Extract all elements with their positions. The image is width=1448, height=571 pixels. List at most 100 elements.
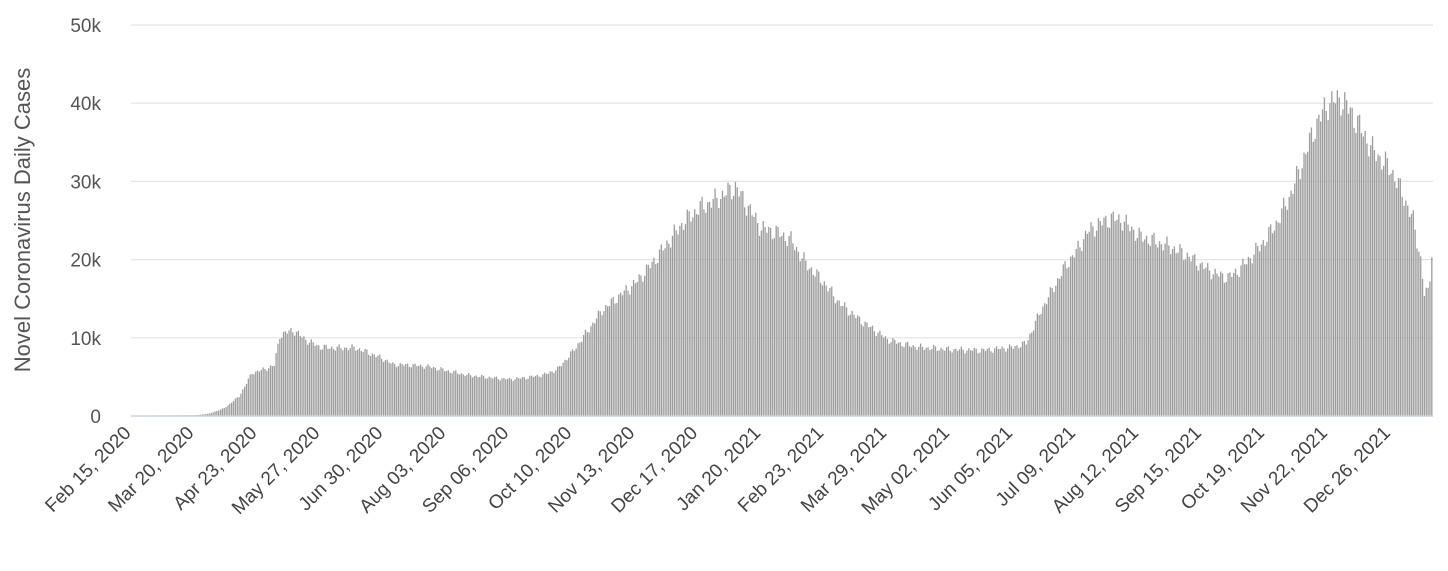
daily-case-bar[interactable] <box>979 352 981 416</box>
daily-case-bar[interactable] <box>499 380 501 416</box>
daily-case-bar[interactable] <box>1182 260 1185 416</box>
daily-case-bar[interactable] <box>432 366 435 416</box>
daily-case-bar[interactable] <box>1016 345 1018 416</box>
daily-case-bar[interactable] <box>782 232 785 416</box>
daily-case-bar[interactable] <box>1186 252 1189 416</box>
daily-case-bar[interactable] <box>1136 237 1138 416</box>
daily-case-bar[interactable] <box>1264 245 1266 416</box>
daily-case-bar[interactable] <box>497 379 500 416</box>
daily-case-bar[interactable] <box>538 376 540 417</box>
daily-case-bar[interactable] <box>632 279 635 416</box>
daily-case-bar[interactable] <box>1077 240 1079 416</box>
daily-case-bar[interactable] <box>460 373 462 416</box>
daily-case-bar[interactable] <box>293 335 296 416</box>
daily-case-bar[interactable] <box>1042 306 1044 416</box>
daily-case-bar[interactable] <box>745 215 748 416</box>
daily-case-bar[interactable] <box>1049 287 1051 416</box>
daily-case-bar[interactable] <box>1064 261 1066 416</box>
daily-case-bar[interactable] <box>777 226 779 416</box>
daily-case-bar[interactable] <box>1290 190 1292 416</box>
daily-case-bar[interactable] <box>421 366 424 416</box>
daily-case-bar[interactable] <box>388 362 390 416</box>
daily-case-bar[interactable] <box>427 364 429 416</box>
daily-case-bar[interactable] <box>927 347 929 416</box>
daily-case-bar[interactable] <box>816 269 818 416</box>
daily-case-bar[interactable] <box>618 294 620 416</box>
daily-case-bar[interactable] <box>1316 118 1318 416</box>
daily-case-bar[interactable] <box>269 365 272 416</box>
daily-case-bar[interactable] <box>1040 313 1042 416</box>
daily-case-bar[interactable] <box>542 374 544 416</box>
daily-case-bar[interactable] <box>1281 208 1283 416</box>
daily-case-bar[interactable] <box>1295 165 1298 416</box>
daily-case-bar[interactable] <box>1412 210 1414 416</box>
daily-case-bar[interactable] <box>286 333 288 416</box>
daily-case-bar[interactable] <box>1036 313 1038 416</box>
daily-case-bar[interactable] <box>679 225 681 416</box>
daily-case-bar[interactable] <box>710 207 713 416</box>
daily-case-bar[interactable] <box>1366 143 1368 416</box>
daily-case-bar[interactable] <box>658 249 661 416</box>
daily-case-bar[interactable] <box>410 367 412 416</box>
daily-case-bar[interactable] <box>295 331 298 416</box>
daily-case-bar[interactable] <box>1107 227 1109 416</box>
daily-case-bar[interactable] <box>792 243 794 416</box>
daily-case-bar[interactable] <box>1168 245 1170 416</box>
daily-case-bar[interactable] <box>614 303 616 417</box>
daily-case-bar[interactable] <box>1134 240 1137 416</box>
daily-case-bar[interactable] <box>512 380 514 416</box>
daily-case-bar[interactable] <box>471 377 474 416</box>
daily-case-bar[interactable] <box>584 329 587 416</box>
daily-case-bar[interactable] <box>832 296 835 416</box>
daily-case-bar[interactable] <box>729 184 731 416</box>
daily-case-bar[interactable] <box>701 196 703 416</box>
daily-case-bar[interactable] <box>201 414 203 416</box>
daily-case-bar[interactable] <box>1321 109 1324 417</box>
daily-case-bar[interactable] <box>1086 233 1088 416</box>
daily-case-bar[interactable] <box>595 318 598 417</box>
daily-case-bar[interactable] <box>353 346 355 416</box>
daily-case-bar[interactable] <box>1018 348 1020 416</box>
daily-case-bar[interactable] <box>916 349 918 416</box>
daily-case-bar[interactable] <box>332 348 335 416</box>
daily-case-bar[interactable] <box>619 292 622 416</box>
daily-case-bar[interactable] <box>1270 224 1272 416</box>
daily-case-bar[interactable] <box>1023 341 1026 416</box>
daily-case-bar[interactable] <box>981 348 983 416</box>
daily-case-bar[interactable] <box>797 251 800 416</box>
daily-case-bar[interactable] <box>547 373 550 416</box>
daily-case-bar[interactable] <box>1288 196 1290 416</box>
daily-case-bar[interactable] <box>664 248 666 416</box>
daily-case-bar[interactable] <box>1144 239 1146 416</box>
daily-case-bar[interactable] <box>688 211 690 416</box>
daily-case-bar[interactable] <box>1012 348 1014 416</box>
daily-case-bar[interactable] <box>527 378 529 416</box>
daily-case-bar[interactable] <box>1227 273 1229 416</box>
daily-case-bar[interactable] <box>536 374 538 416</box>
daily-case-bar[interactable] <box>484 378 487 416</box>
daily-case-bar[interactable] <box>1177 252 1179 416</box>
daily-case-bar[interactable] <box>1175 253 1177 416</box>
daily-case-bar[interactable] <box>558 365 561 416</box>
daily-case-bar[interactable] <box>1271 233 1274 416</box>
daily-case-bar[interactable] <box>418 365 420 416</box>
daily-case-bar[interactable] <box>692 217 694 416</box>
daily-case-bar[interactable] <box>671 235 674 416</box>
daily-case-bar[interactable] <box>675 230 677 416</box>
daily-case-bar[interactable] <box>1225 281 1227 416</box>
daily-case-bar[interactable] <box>719 199 722 416</box>
daily-case-bar[interactable] <box>751 215 753 416</box>
daily-case-bar[interactable] <box>429 366 431 416</box>
daily-case-bar[interactable] <box>1125 214 1127 416</box>
daily-case-bar[interactable] <box>977 353 979 416</box>
daily-case-bar[interactable] <box>610 298 613 416</box>
daily-case-bar[interactable] <box>314 346 316 416</box>
daily-case-bar[interactable] <box>836 300 838 416</box>
daily-case-bar[interactable] <box>447 370 450 416</box>
daily-case-bar[interactable] <box>1145 235 1148 416</box>
daily-case-bar[interactable] <box>653 257 655 416</box>
daily-case-bar[interactable] <box>256 370 259 416</box>
daily-case-bar[interactable] <box>1019 347 1022 416</box>
daily-case-bar[interactable] <box>647 264 650 416</box>
daily-case-bar[interactable] <box>494 377 496 416</box>
